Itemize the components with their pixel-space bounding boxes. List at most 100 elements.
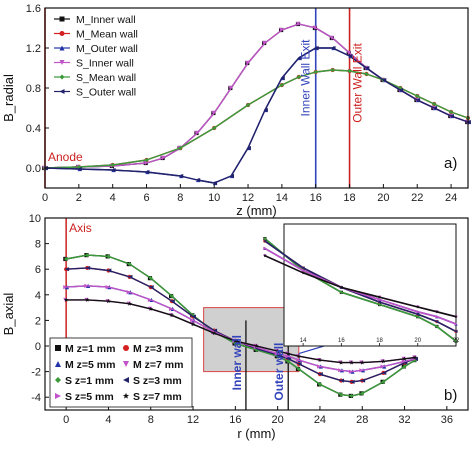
inset-x-tick-label-14: 14 [300, 338, 307, 344]
data-point-s-inner-wall-9 [245, 60, 250, 66]
data-point-s-outer-wall-9 [263, 107, 268, 113]
data-point-s-mean-wall-10 [330, 67, 335, 73]
data-point-s-z-5-mm-18 [401, 359, 406, 364]
inset-data-point-s-z-5-mm-1 [301, 268, 305, 272]
data-point-s-z-1-mm-2 [106, 254, 111, 259]
inset-data-point-s-z-7-mm-3 [377, 295, 382, 299]
data-point-s-mean-wall-5 [212, 125, 217, 131]
data-point-s-outer-wall-4 [179, 173, 184, 179]
legend-label-s-mean-wall: S_Mean wall [76, 72, 136, 84]
legend-marker-m-outer-wall [59, 45, 65, 51]
y-tick-label-b-6: 6 [35, 264, 41, 276]
data-point-s-outer-wall-21 [466, 119, 471, 125]
data-point-s-outer-wall-13 [331, 45, 336, 51]
inset-x-tick-label-16: 16 [338, 338, 345, 344]
panel-b-frame [44, 217, 469, 411]
inset-data-point-s-z-5-mm-4 [416, 310, 420, 314]
data-point-s-z-1-mm-3 [127, 261, 132, 267]
data-point-s-z-1-mm-15 [349, 393, 354, 399]
data-point-s-z-5-mm-10 [274, 351, 279, 356]
legend-marker-m-z-7-mm [123, 361, 129, 367]
inset-data-point-s-z-7-mm-6 [454, 314, 458, 319]
y-tick-label-b-2: -2 [31, 367, 41, 379]
inset-data-point-s-z-7-mm-5 [435, 310, 439, 314]
data-point-s-outer-wall-14 [348, 53, 353, 59]
data-point-s-z-3-mm-15 [350, 379, 355, 384]
data-point-s-mean-wall-8 [296, 74, 301, 80]
data-point-s-z-5-mm-2 [105, 285, 110, 290]
data-point-s-z-5-mm-6 [190, 318, 195, 323]
data-point-s-outer-wall-7 [229, 173, 235, 179]
data-point-s-inner-wall-6 [194, 130, 199, 136]
x-tick-label-b-4: 4 [105, 414, 111, 426]
x-axis-label-a: z (mm) [236, 203, 276, 218]
inset-data-point-s-z-1-mm-3 [377, 302, 382, 307]
data-point-s-z-7-mm-2 [106, 298, 111, 304]
y-tick-label-b-2: 2 [35, 315, 41, 327]
data-point-s-z-1-mm-0 [64, 256, 69, 262]
data-point-s-z-1-mm-17 [381, 379, 386, 384]
legend-label-m-z-5-mm: M z=5 mm [65, 359, 115, 371]
data-point-s-mean-wall-4 [178, 145, 183, 151]
data-point-s-z-1-mm-18 [402, 364, 407, 369]
data-point-s-z-1-mm-12 [296, 366, 301, 372]
data-point-s-z-1-mm-11 [286, 359, 291, 364]
inset-data-point-s-z-5-mm-3 [377, 298, 382, 302]
data-point-s-z-3-mm-14 [339, 378, 344, 383]
legend-label-s-z-5-mm: S z=5 mm [65, 391, 114, 403]
legend-label-s-z-7-mm: S z=7 mm [133, 391, 182, 403]
inset-data-point-s-z-1-mm-5 [435, 324, 439, 329]
data-point-s-z-5-mm-13 [317, 364, 322, 369]
panel-a-radial-field: 0 2 4 6 8 10 12 14 16 18 20 22 240.00.40.81.21.6z (m… [1, 3, 471, 218]
data-point-s-z-5-mm-15 [348, 369, 353, 374]
data-point-s-z-3-mm-4 [149, 285, 154, 290]
annotation-outer-wall-exit: Outer Wall Exit [351, 43, 365, 123]
x-tick-label-b-36: 36 [441, 414, 453, 426]
data-point-s-inner-wall-4 [160, 155, 165, 161]
legend-marker-m-z-1-mm [55, 345, 61, 351]
legend-label-s-z-3-mm: S z=3 mm [133, 375, 182, 387]
data-point-s-z-5-mm-12 [295, 357, 301, 363]
inset-data-point-s-z-1-mm-4 [416, 315, 420, 319]
series-line-s-mean-wall [44, 69, 469, 169]
data-point-s-inner-wall-7 [211, 110, 216, 116]
x-tick-label-a-4: 4 [110, 192, 116, 204]
data-point-s-z-7-mm-8 [233, 338, 238, 343]
inset-data-point-s-z-1-mm-2 [339, 290, 343, 294]
data-point-s-outer-wall-1 [77, 166, 82, 172]
data-point-s-z-7-mm-3 [127, 301, 132, 306]
data-point-s-z-7-mm-14 [338, 360, 344, 365]
x-tick-label-a-6: 6 [143, 192, 149, 204]
y-tick-label-a-1-6: 1.6 [26, 3, 41, 15]
legend-marker-m-inner-wall [59, 16, 65, 22]
inset-data-point-s-z-7-mm-0 [263, 253, 267, 258]
inset-frame [283, 223, 457, 347]
data-point-s-z-3-mm-17 [382, 370, 387, 375]
data-point-s-outer-wall-16 [382, 77, 387, 83]
inset-plot [263, 237, 458, 343]
data-point-s-z-7-mm-7 [212, 330, 217, 336]
data-point-s-z-1-mm-14 [339, 392, 344, 397]
x-tick-label-a-12: 12 [242, 192, 254, 204]
legend-label-m-mean-wall: M_Mean wall [76, 29, 138, 41]
data-point-s-z-3-mm-12 [297, 361, 302, 367]
data-point-s-outer-wall-6 [212, 180, 218, 186]
series-line-s-outer-wall [44, 47, 469, 184]
data-point-s-z-1-mm-6 [190, 313, 196, 318]
data-point-s-mean-wall-2 [110, 162, 115, 168]
panel-a-frame [44, 7, 469, 189]
legend-panel-b: M z=1 mm M z=3 mm M z=5 mm M z=7 mm S z=1 mm… [49, 337, 193, 408]
data-point-s-outer-wall-17 [399, 87, 404, 93]
x-tick-label-a-22: 22 [411, 192, 423, 204]
legend-marker-s-z-1-mm [55, 377, 61, 383]
series-line-s-z-3-mm [66, 267, 416, 383]
annotation-anode: Anode [48, 150, 83, 164]
data-point-s-mean-wall-16 [432, 101, 437, 107]
legend-label-m-z-1-mm: M z=1 mm [65, 343, 115, 355]
x-tick-label-a-2: 2 [76, 192, 82, 204]
data-point-s-inner-wall-8 [228, 85, 233, 91]
y-tick-label-b-4: 4 [35, 290, 41, 302]
data-point-s-z-5-mm-16 [359, 368, 364, 373]
x-tick-label-b-24: 24 [314, 414, 326, 426]
